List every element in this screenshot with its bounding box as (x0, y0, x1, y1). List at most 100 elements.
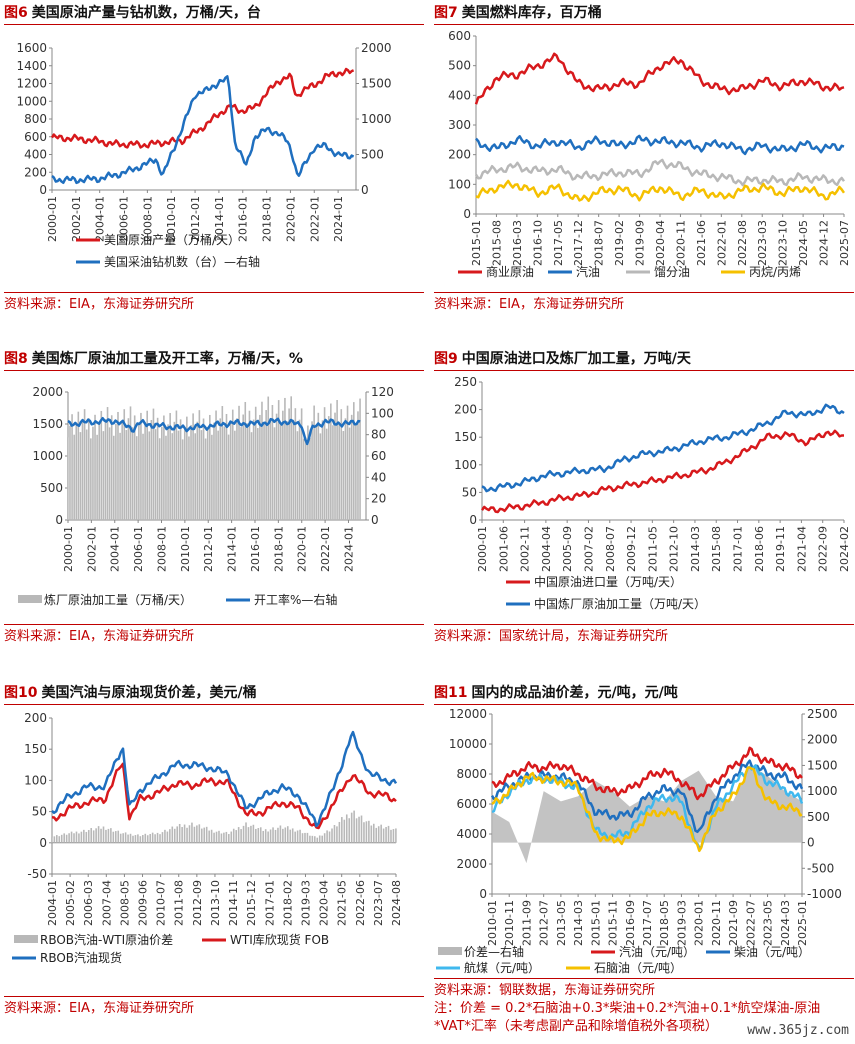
y-tick-label-right: 0 (807, 836, 815, 850)
x-tick-label: 2014-11 (227, 880, 240, 926)
figure-title: 美国燃料库存，百万桶 (461, 5, 602, 21)
data-bar (304, 832, 306, 843)
data-bar (203, 827, 206, 843)
legend-label: 商业原油 (486, 264, 534, 279)
x-tick-label: 2015-01 (589, 900, 602, 946)
x-tick-label: 2011-09 (520, 900, 533, 946)
data-bar (181, 439, 184, 520)
y-tick-label-right: 60 (371, 449, 386, 463)
data-bar (114, 831, 117, 843)
legend-label: 中国原油进口量（万吨/天） (534, 574, 682, 589)
y-tick-label: 200 (24, 165, 47, 179)
x-tick-label: 2020-01 (296, 526, 309, 572)
x-tick-label: 2005-09 (561, 526, 574, 572)
data-bar (321, 835, 323, 843)
data-bar (262, 830, 265, 843)
x-tick-label: 2015-12 (245, 880, 258, 926)
y-tick-label: 150 (454, 430, 477, 444)
x-tick-label: 2006-01 (132, 526, 145, 572)
data-bar (246, 423, 249, 520)
figure-number: 图11 (434, 685, 468, 701)
legend-swatch (18, 595, 42, 603)
data-bar (75, 423, 78, 520)
data-bar (154, 834, 156, 843)
data-bar (290, 396, 292, 520)
data-bar (323, 407, 326, 520)
y-tick-label: 1400 (16, 59, 47, 73)
data-bar (202, 418, 205, 520)
data-bar (68, 833, 70, 843)
x-tick-label: 2017-01 (263, 880, 276, 926)
data-bar (307, 425, 309, 520)
data-bar (151, 832, 154, 843)
y-tick-label-right: 1500 (807, 758, 838, 772)
data-bar (115, 423, 117, 520)
data-bar (213, 422, 215, 520)
series-line (480, 429, 844, 514)
figure-title: 美国炼厂原油加工量及开工率，万桶/天，% (31, 351, 303, 367)
x-tick-label: 2019-03 (675, 900, 688, 946)
panel-title: 图11 国内的成品油价差，元/吨，元/吨 (434, 682, 854, 705)
y-tick-label-right: 2000 (361, 41, 392, 55)
y-tick-label: 0 (469, 513, 477, 527)
data-bar (355, 818, 358, 843)
data-bar (58, 836, 61, 843)
data-bar (318, 835, 321, 843)
data-bar (359, 398, 361, 520)
x-tick-label: 2007-04 (100, 880, 113, 926)
data-bar (107, 828, 110, 843)
data-bar (127, 834, 129, 843)
y-tick-label-right: 40 (371, 470, 386, 484)
data-bar (350, 812, 353, 843)
data-bar (90, 828, 93, 843)
x-tick-label: 2015-08 (490, 220, 503, 266)
data-bar (375, 827, 378, 843)
data-bar (390, 829, 392, 843)
x-tick-label: 2019-09 (634, 220, 647, 266)
data-bar (254, 406, 257, 520)
data-bar (316, 837, 319, 843)
data-bar (186, 827, 188, 843)
data-bar (325, 428, 328, 520)
x-tick-label: 2012-07 (538, 900, 551, 946)
chart-fig11: 0 2000 4000 6000 8000 10000 12000 -1000 -500 0 500… (436, 708, 842, 975)
data-bar (218, 830, 220, 843)
data-bar (363, 822, 365, 843)
y-tick-label: 500 (40, 481, 63, 495)
data-bar (171, 433, 174, 520)
y-tick-label-right: 80 (371, 428, 386, 442)
y-tick-label: 8000 (456, 767, 487, 781)
data-bar (106, 407, 109, 520)
data-bar (146, 835, 149, 843)
y-tick-label-right: -1000 (807, 887, 842, 901)
data-bar (100, 410, 103, 520)
data-bar (341, 817, 343, 843)
data-bar (110, 828, 112, 843)
x-tick-label: 2022-08 (736, 220, 749, 266)
y-tick-label: 0 (39, 836, 47, 850)
x-tick-label: 2020-11 (674, 220, 687, 266)
x-tick-label: 2017-01 (732, 526, 745, 572)
data-bar (365, 821, 368, 843)
y-tick-label: 200 (454, 403, 477, 417)
data-bar (236, 418, 238, 520)
data-bar (257, 828, 260, 843)
series-line (51, 730, 398, 828)
x-tick-label: 2016-01 (249, 526, 262, 572)
data-bar (169, 413, 171, 520)
data-bar (284, 827, 287, 843)
x-tick-label: 2007-02 (582, 526, 595, 572)
data-bar (186, 416, 188, 520)
data-bar (154, 429, 157, 520)
data-bar (205, 826, 208, 843)
x-tick-label: 2020-11 (710, 900, 723, 946)
data-bar (209, 414, 211, 520)
x-tick-label: 2012-10 (668, 526, 681, 572)
data-bar (127, 418, 130, 520)
data-bar (338, 421, 340, 520)
data-bar (267, 396, 270, 520)
legend-label: 开工率%—右轴 (254, 592, 337, 607)
data-bar (65, 834, 68, 843)
data-bar (132, 835, 134, 843)
x-tick-label: 2018-01 (261, 196, 274, 242)
